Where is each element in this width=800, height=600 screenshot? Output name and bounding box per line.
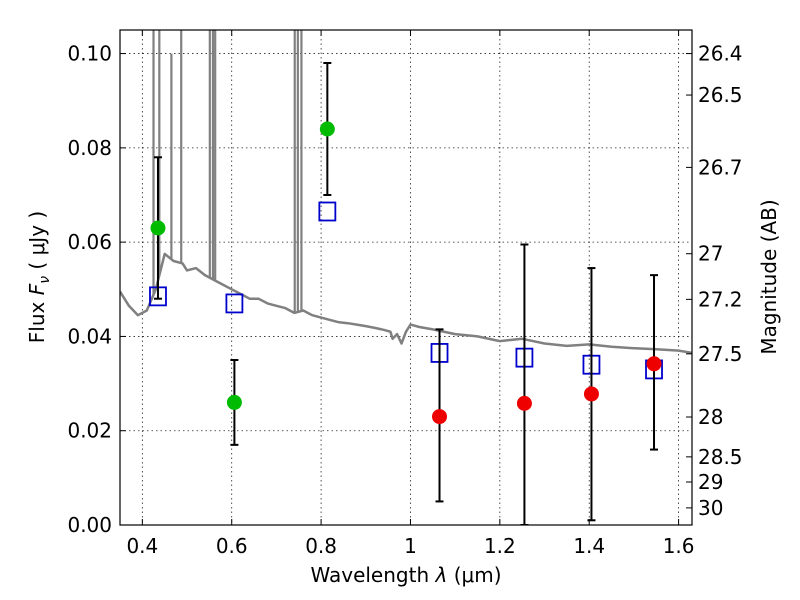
y-tick-label: 0.04	[67, 324, 112, 348]
y2-tick-label: 26.4	[698, 42, 743, 66]
model-photometry-point	[318, 201, 337, 222]
x-tick-label: 0.6	[216, 534, 248, 558]
y2-axis-title: Magnitude (AB)	[757, 199, 781, 354]
x-tick-label: 1.6	[663, 534, 695, 558]
spectrum-line	[120, 252, 692, 355]
x-tick-label: 0.8	[305, 534, 337, 558]
detection-point	[226, 394, 242, 410]
grid	[120, 30, 692, 525]
detection-point	[319, 121, 335, 137]
plot-area	[120, 30, 692, 525]
y-tick-label: 0.08	[67, 136, 112, 160]
limit-point	[516, 395, 532, 411]
model-photometry-point	[225, 293, 244, 314]
x-tick-label: 0.4	[126, 534, 158, 558]
y2-tick-label: 29	[698, 470, 723, 494]
axes: 0.4 0.6 0.8 1 1.2 1.4 1.6 0.00 0.02 0.04 0.06 0.08 0…	[67, 30, 743, 558]
y2-tick-label: 27.5	[698, 342, 743, 366]
y2-tick-label: 28.5	[698, 445, 743, 469]
y2-tick-label: 28	[698, 405, 723, 429]
limit-point	[583, 386, 599, 402]
x-tick-label: 1.4	[573, 534, 605, 558]
limit-point	[646, 356, 662, 372]
y2-tick-label: 26.5	[698, 83, 743, 107]
y-axis-title: Flux Fν ( μJy )	[25, 211, 53, 343]
x-tick-label: 1.2	[484, 534, 516, 558]
y-tick-label: 0.06	[67, 230, 112, 254]
x-axis-title: Wavelength λ (μm)	[310, 563, 501, 587]
detection-point	[150, 220, 166, 236]
y2-tick-label: 27	[698, 242, 723, 266]
y-tick-label: 0.00	[67, 513, 112, 537]
y2-tick-label: 27.2	[698, 287, 743, 311]
plot-frame	[119, 29, 693, 526]
y-tick-label: 0.10	[67, 42, 112, 66]
y2-tick-label: 30	[698, 496, 723, 520]
y2-tick-label: 26.7	[698, 155, 743, 179]
limit-point	[432, 409, 448, 425]
y-tick-label: 0.02	[67, 419, 112, 443]
x-tick-label: 1	[404, 534, 417, 558]
